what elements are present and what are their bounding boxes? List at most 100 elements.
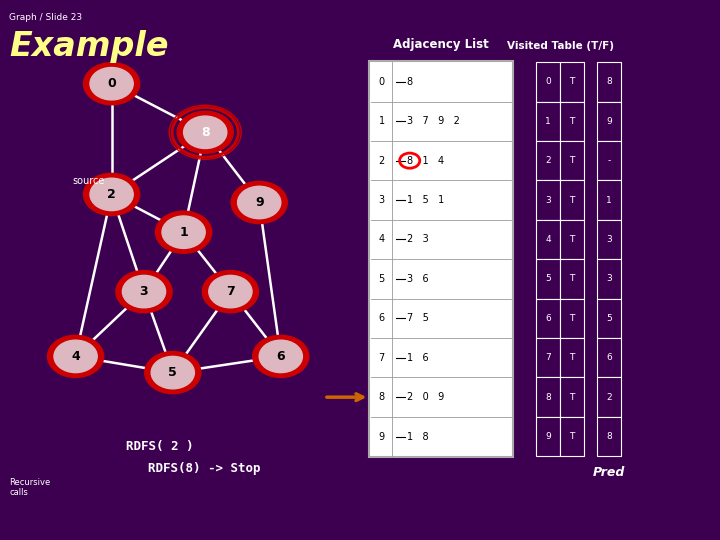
Text: 1   6: 1 6	[407, 353, 428, 363]
Text: 8: 8	[407, 77, 413, 87]
Text: T: T	[570, 77, 575, 86]
Text: 6: 6	[546, 314, 551, 323]
FancyBboxPatch shape	[597, 377, 621, 417]
Text: Graph / Slide 23: Graph / Slide 23	[9, 14, 83, 23]
Text: T: T	[570, 235, 575, 244]
Circle shape	[238, 186, 281, 219]
FancyBboxPatch shape	[560, 102, 584, 141]
Circle shape	[116, 271, 172, 313]
FancyBboxPatch shape	[560, 377, 584, 417]
Text: 3: 3	[379, 195, 384, 205]
Text: 3   7   9   2: 3 7 9 2	[407, 116, 459, 126]
Text: T: T	[570, 274, 575, 284]
Text: 4: 4	[379, 234, 384, 245]
FancyBboxPatch shape	[597, 141, 621, 180]
Text: T: T	[570, 353, 575, 362]
FancyBboxPatch shape	[597, 62, 621, 102]
FancyBboxPatch shape	[536, 62, 560, 102]
Text: Pred: Pred	[593, 466, 625, 479]
Circle shape	[184, 116, 227, 148]
Circle shape	[84, 63, 140, 105]
Text: T: T	[570, 117, 575, 126]
Text: T: T	[570, 432, 575, 441]
Circle shape	[202, 271, 258, 313]
Text: 2   0   9: 2 0 9	[407, 392, 444, 402]
Text: RDFS( 2 ): RDFS( 2 )	[126, 440, 194, 453]
Text: RDFS(8) -> Stop: RDFS(8) -> Stop	[148, 462, 260, 475]
Text: Example: Example	[9, 30, 169, 63]
FancyBboxPatch shape	[560, 338, 584, 377]
Text: 1: 1	[179, 226, 188, 239]
Text: 1: 1	[546, 117, 551, 126]
FancyBboxPatch shape	[560, 259, 584, 299]
Circle shape	[253, 335, 309, 377]
FancyBboxPatch shape	[597, 180, 621, 220]
Text: -: -	[607, 156, 611, 165]
Text: 6: 6	[276, 350, 285, 363]
Circle shape	[209, 275, 252, 308]
FancyBboxPatch shape	[597, 220, 621, 259]
Text: 6: 6	[606, 353, 611, 362]
FancyBboxPatch shape	[597, 417, 621, 456]
FancyBboxPatch shape	[597, 299, 621, 338]
Text: T: T	[570, 393, 575, 402]
Circle shape	[48, 335, 104, 377]
Text: Adjacency List: Adjacency List	[393, 38, 489, 51]
FancyBboxPatch shape	[536, 417, 560, 456]
Text: 1: 1	[379, 116, 384, 126]
Text: 8: 8	[606, 432, 611, 441]
FancyBboxPatch shape	[369, 61, 513, 457]
Text: T: T	[570, 314, 575, 323]
Text: T: T	[570, 156, 575, 165]
Text: 9: 9	[546, 432, 551, 441]
Text: Recursive
calls: Recursive calls	[9, 478, 50, 497]
Text: 1   8: 1 8	[407, 431, 428, 442]
Text: 2: 2	[379, 156, 384, 166]
FancyBboxPatch shape	[560, 180, 584, 220]
Text: source: source	[72, 176, 104, 186]
Text: 5: 5	[546, 274, 551, 284]
Text: 1: 1	[606, 195, 611, 205]
Text: 2: 2	[546, 156, 551, 165]
Text: 8: 8	[606, 77, 611, 86]
FancyBboxPatch shape	[560, 220, 584, 259]
FancyBboxPatch shape	[536, 102, 560, 141]
Text: 3: 3	[606, 274, 611, 284]
Text: 7   5: 7 5	[407, 313, 428, 323]
Circle shape	[145, 352, 201, 394]
Text: T: T	[570, 195, 575, 205]
Text: 0: 0	[379, 77, 384, 87]
Text: 8   1   4: 8 1 4	[407, 156, 444, 166]
FancyBboxPatch shape	[560, 62, 584, 102]
Text: 4: 4	[546, 235, 551, 244]
Text: 0: 0	[546, 77, 551, 86]
Circle shape	[90, 68, 133, 100]
Text: 5: 5	[379, 274, 384, 284]
Text: 3: 3	[140, 285, 148, 298]
FancyBboxPatch shape	[536, 377, 560, 417]
Circle shape	[231, 181, 287, 224]
Text: 5: 5	[606, 314, 611, 323]
FancyBboxPatch shape	[536, 299, 560, 338]
Text: 1   5   1: 1 5 1	[407, 195, 444, 205]
Text: 4: 4	[71, 350, 80, 363]
Text: Visited Table (T/F): Visited Table (T/F)	[507, 41, 613, 51]
Text: 7: 7	[379, 353, 384, 363]
Text: 3: 3	[606, 235, 611, 244]
FancyBboxPatch shape	[536, 220, 560, 259]
Circle shape	[162, 216, 205, 248]
FancyBboxPatch shape	[536, 141, 560, 180]
Text: 2   3: 2 3	[407, 234, 428, 245]
Text: 9: 9	[379, 431, 384, 442]
FancyBboxPatch shape	[560, 299, 584, 338]
Circle shape	[156, 211, 212, 253]
Circle shape	[259, 340, 302, 373]
Circle shape	[84, 173, 140, 215]
Text: 3: 3	[546, 195, 551, 205]
FancyBboxPatch shape	[597, 259, 621, 299]
Text: 9: 9	[606, 117, 611, 126]
FancyBboxPatch shape	[536, 259, 560, 299]
FancyBboxPatch shape	[536, 338, 560, 377]
FancyBboxPatch shape	[597, 102, 621, 141]
FancyBboxPatch shape	[536, 180, 560, 220]
